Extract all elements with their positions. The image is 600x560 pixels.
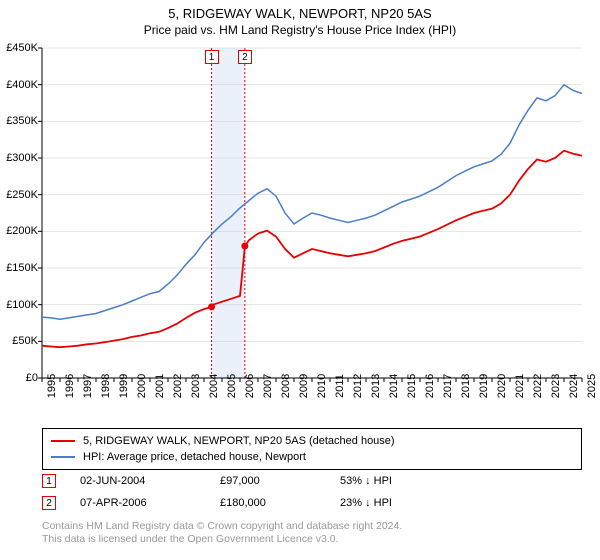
x-tick-label: 2003 — [190, 374, 202, 398]
sale-row: 1 02-JUN-2004£97,00053% ↓ HPI — [42, 470, 582, 492]
x-tick-label: 2009 — [298, 374, 310, 398]
x-tick-label: 2015 — [406, 374, 418, 398]
footer-line1: Contains HM Land Registry data © Crown c… — [42, 520, 582, 533]
chart-title: 5, RIDGEWAY WALK, NEWPORT, NP20 5AS — [0, 6, 600, 21]
x-tick-label: 2004 — [208, 374, 220, 398]
x-axis: 1995199619971998199920002001200220032004… — [42, 382, 582, 422]
x-tick-label: 1997 — [82, 374, 94, 398]
x-tick-label: 2024 — [568, 374, 580, 398]
x-tick-label: 2000 — [136, 374, 148, 398]
x-tick-label: 2008 — [280, 374, 292, 398]
x-tick-label: 2012 — [352, 374, 364, 398]
y-axis: £0£50K£100K£150K£200K£250K£300K£350K£400… — [0, 48, 40, 378]
sales-table: 1 02-JUN-2004£97,00053% ↓ HPI 2 07-APR-2006… — [42, 470, 582, 514]
x-tick-label: 2014 — [388, 374, 400, 398]
y-tick-label: £50K — [12, 335, 38, 347]
y-tick-label: £0 — [26, 372, 38, 384]
x-tick-label: 1995 — [46, 374, 58, 398]
y-tick-label: £100K — [6, 299, 38, 311]
sale-hpi: 23% ↓ HPI — [340, 492, 440, 514]
footer: Contains HM Land Registry data © Crown c… — [42, 520, 582, 546]
legend-label: 5, RIDGEWAY WALK, NEWPORT, NP20 5AS (det… — [83, 433, 395, 449]
x-tick-label: 2011 — [334, 374, 346, 398]
sale-date: 07-APR-2006 — [80, 492, 220, 514]
sale-date: 02-JUN-2004 — [80, 470, 220, 492]
x-tick-label: 1998 — [100, 374, 112, 398]
sale-price: £180,000 — [220, 492, 340, 514]
x-tick-label: 2017 — [442, 374, 454, 398]
sale-hpi: 53% ↓ HPI — [340, 470, 440, 492]
title-block: 5, RIDGEWAY WALK, NEWPORT, NP20 5AS Pric… — [0, 0, 600, 37]
chart-area — [42, 48, 582, 378]
x-tick-label: 2016 — [424, 374, 436, 398]
legend-item: HPI: Average price, detached house, Newp… — [51, 449, 573, 465]
x-tick-label: 2001 — [154, 374, 166, 398]
sale-row: 2 07-APR-2006£180,00023% ↓ HPI — [42, 492, 582, 514]
y-tick-label: £150K — [6, 262, 38, 274]
y-tick-label: £300K — [6, 152, 38, 164]
x-tick-label: 2010 — [316, 374, 328, 398]
y-tick-label: £250K — [6, 189, 38, 201]
y-tick-label: £200K — [6, 225, 38, 237]
x-tick-label: 2018 — [460, 374, 472, 398]
x-tick-label: 2005 — [226, 374, 238, 398]
x-tick-label: 2002 — [172, 374, 184, 398]
sale-marker: 1 — [42, 474, 56, 488]
x-tick-label: 1999 — [118, 374, 130, 398]
chart-svg — [42, 48, 582, 378]
sale-price: £97,000 — [220, 470, 340, 492]
x-tick-label: 2020 — [496, 374, 508, 398]
y-tick-label: £350K — [6, 115, 38, 127]
legend-item: 5, RIDGEWAY WALK, NEWPORT, NP20 5AS (det… — [51, 433, 573, 449]
legend-swatch — [51, 440, 75, 442]
chart-container: 5, RIDGEWAY WALK, NEWPORT, NP20 5AS Pric… — [0, 0, 600, 560]
x-tick-label: 2025 — [586, 374, 598, 398]
x-tick-label: 2007 — [262, 374, 274, 398]
x-tick-label: 1996 — [64, 374, 76, 398]
x-tick-label: 2021 — [514, 374, 526, 398]
legend: 5, RIDGEWAY WALK, NEWPORT, NP20 5AS (det… — [42, 428, 582, 470]
x-tick-label: 2022 — [532, 374, 544, 398]
y-tick-label: £400K — [6, 79, 38, 91]
y-tick-label: £450K — [6, 42, 38, 54]
x-tick-label: 2019 — [478, 374, 490, 398]
chart-subtitle: Price paid vs. HM Land Registry's House … — [0, 23, 600, 37]
legend-label: HPI: Average price, detached house, Newp… — [83, 449, 306, 465]
x-tick-label: 2006 — [244, 374, 256, 398]
x-tick-label: 2023 — [550, 374, 562, 398]
x-tick-label: 2013 — [370, 374, 382, 398]
sale-marker: 2 — [42, 496, 56, 510]
legend-swatch — [51, 456, 75, 458]
footer-line2: This data is licensed under the Open Gov… — [42, 533, 582, 546]
